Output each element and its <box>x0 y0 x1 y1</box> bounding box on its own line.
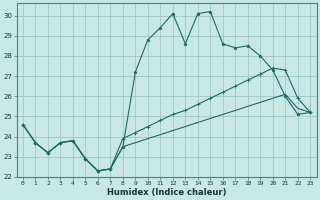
X-axis label: Humidex (Indice chaleur): Humidex (Indice chaleur) <box>107 188 226 197</box>
